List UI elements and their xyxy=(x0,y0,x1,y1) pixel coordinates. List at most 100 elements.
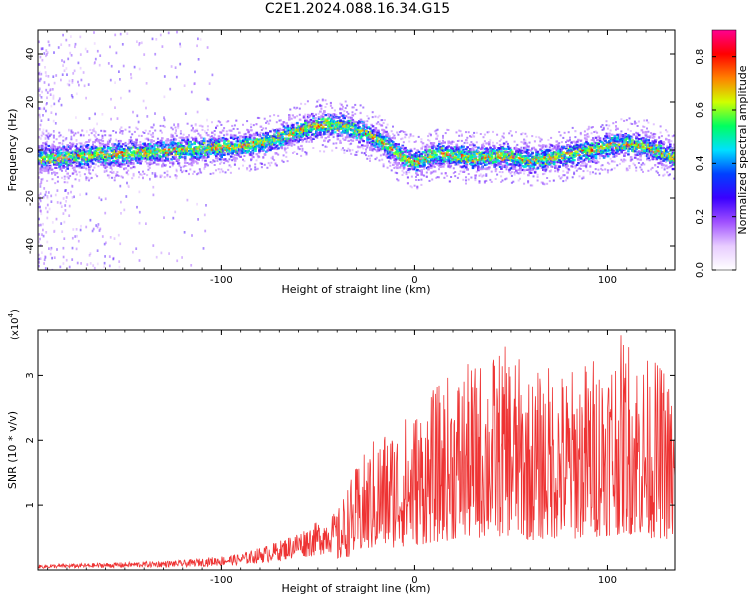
heatmap-cell xyxy=(158,146,161,149)
heatmap-cell xyxy=(462,144,465,147)
heatmap-cell xyxy=(386,132,390,135)
heatmap-cell xyxy=(365,130,368,133)
heatmap-cell xyxy=(363,120,366,123)
heatmap-cell xyxy=(404,133,407,136)
heatmap-cell xyxy=(194,139,198,142)
heatmap-cell xyxy=(482,157,486,160)
heatmap-cell xyxy=(347,125,350,128)
heatmap-cell xyxy=(143,132,146,134)
heatmap-cell xyxy=(220,149,223,152)
heatmap-cell xyxy=(162,141,165,144)
heatmap-cell xyxy=(104,162,107,165)
heatmap-cell xyxy=(446,161,449,164)
heatmap-cell xyxy=(509,157,513,160)
heatmap-cell xyxy=(486,157,490,160)
heatmap-cell xyxy=(512,161,515,164)
heatmap-cell xyxy=(270,161,273,164)
heatmap-cell xyxy=(96,160,99,163)
heatmap-cell xyxy=(81,129,84,132)
heatmap-cell xyxy=(408,152,411,155)
heatmap-cell xyxy=(398,149,402,153)
heatmap-cell xyxy=(388,142,390,145)
heatmap-cell xyxy=(296,152,299,155)
heatmap-cell xyxy=(244,135,248,138)
heatmap-cell xyxy=(246,140,249,143)
heatmap-cell xyxy=(375,142,379,146)
heatmap-cell xyxy=(166,175,169,178)
heatmap-cell xyxy=(281,147,284,150)
heatmap-cell xyxy=(452,141,455,143)
heatmap-cell xyxy=(281,131,284,134)
heatmap-cell xyxy=(329,127,333,131)
heatmap-cell xyxy=(78,148,82,151)
heatmap-cell xyxy=(252,147,256,150)
heatmap-cell xyxy=(459,146,463,149)
heatmap-cell xyxy=(288,131,290,134)
heatmap-cell xyxy=(335,122,338,125)
heatmap-cell xyxy=(116,148,119,151)
heatmap-cell xyxy=(462,158,465,161)
heatmap-cell xyxy=(55,167,58,169)
heatmap-cell xyxy=(308,120,311,123)
heatmap-cell xyxy=(215,126,217,129)
heatmap-cell xyxy=(139,144,142,147)
heatmap-cell xyxy=(474,174,477,177)
heatmap-cell xyxy=(416,160,419,163)
heatmap-cell xyxy=(269,138,272,141)
heatmap-cell xyxy=(383,147,387,150)
heatmap-cell xyxy=(242,141,245,144)
heatmap-cell xyxy=(192,151,195,154)
heatmap-cell xyxy=(252,136,255,139)
heatmap-cell xyxy=(517,179,520,182)
heatmap-cell xyxy=(302,116,305,119)
heatmap-cell xyxy=(260,149,264,152)
heatmap-cell xyxy=(432,149,436,152)
heatmap-cell xyxy=(416,154,419,157)
heatmap-cell xyxy=(175,147,179,150)
heatmap-cell xyxy=(173,138,176,141)
heatmap-cell xyxy=(332,142,335,145)
heatmap-cell xyxy=(81,163,84,166)
heatmap-cell xyxy=(113,176,116,179)
heatmap-cell xyxy=(281,141,284,144)
heatmap-cell xyxy=(447,157,450,160)
heatmap-cell xyxy=(63,160,66,163)
heatmap-cell xyxy=(275,132,279,135)
heatmap-cell xyxy=(328,120,332,123)
heatmap-cell xyxy=(279,128,283,131)
heatmap-cell xyxy=(344,115,348,118)
heatmap-cell xyxy=(513,167,517,170)
heatmap-cell xyxy=(73,169,76,172)
heatmap-cell xyxy=(398,158,401,161)
heatmap-cell xyxy=(136,147,140,151)
heatmap-cell xyxy=(481,167,484,171)
heatmap-cell xyxy=(488,141,491,144)
heatmap-cell xyxy=(502,132,505,135)
heatmap-cell xyxy=(454,155,457,158)
heatmap-cell xyxy=(112,144,115,147)
heatmap-cell xyxy=(442,155,445,158)
heatmap-cell xyxy=(443,156,446,159)
heatmap-cell xyxy=(471,161,475,164)
heatmap-cell xyxy=(440,164,443,167)
heatmap-cell xyxy=(315,120,317,123)
heatmap-cell xyxy=(178,136,181,139)
heatmap-cell xyxy=(252,144,256,147)
heatmap-cell xyxy=(439,148,442,151)
heatmap-cell xyxy=(228,129,231,132)
heatmap-cell xyxy=(471,134,474,137)
heatmap-cell xyxy=(442,149,445,152)
heatmap-cell xyxy=(340,148,343,151)
heatmap-cell xyxy=(331,129,334,132)
heatmap-cell xyxy=(104,159,107,162)
heatmap-cell xyxy=(433,162,437,165)
heatmap-cell xyxy=(282,160,285,163)
heatmap-cell xyxy=(271,138,275,141)
heatmap-cell xyxy=(460,152,464,155)
heatmap-cell xyxy=(189,149,192,152)
heatmap-cell xyxy=(294,136,297,138)
heatmap-cell xyxy=(469,162,472,165)
heatmap-cell xyxy=(51,151,54,153)
heatmap-cell xyxy=(483,140,486,143)
heatmap-cell xyxy=(124,146,127,149)
